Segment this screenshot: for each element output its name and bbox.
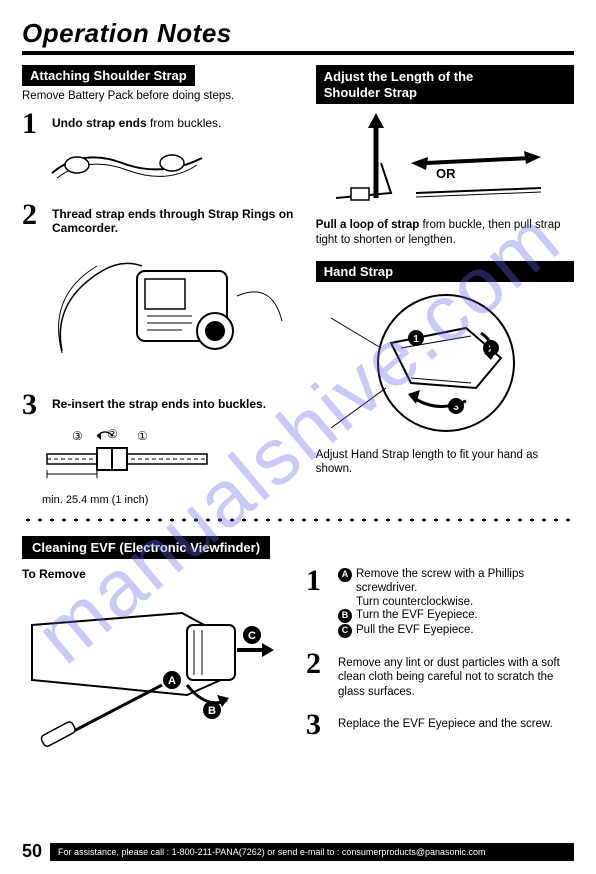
or-label: OR xyxy=(436,166,456,181)
evf-1a: Remove the screw with a Phillips screwdr… xyxy=(356,567,574,596)
buckle-illustration: ③ ② ① xyxy=(42,424,302,484)
svg-text:②: ② xyxy=(107,427,118,441)
adjust-text: Pull a loop of strap from buckle, then p… xyxy=(316,218,574,247)
page-content: Operation Notes Attaching Shoulder Strap… xyxy=(0,0,596,760)
adjust-heading: Adjust the Length of theShoulder Strap xyxy=(316,65,574,104)
step-number: 2 xyxy=(306,650,330,699)
attach-step-3: 3 Re-insert the strap ends into buckles. xyxy=(22,391,302,418)
step-number: 2 xyxy=(22,201,46,228)
strap-undo-illustration xyxy=(42,143,302,191)
step-number: 3 xyxy=(306,711,330,738)
step-number: 3 xyxy=(22,391,46,418)
attach-step-1: 1 Undo strap ends from buckles. xyxy=(22,110,302,137)
step1-bold: Undo strap ends xyxy=(52,116,147,130)
page-number: 50 xyxy=(22,841,42,862)
assistance-bar: For assistance, please call : 1-800-211-… xyxy=(50,843,574,861)
step1-rest: from buckles. xyxy=(147,116,222,130)
step-number: 1 xyxy=(22,110,46,137)
step-number: 1 xyxy=(306,567,330,638)
page-title: Operation Notes xyxy=(22,18,574,49)
step2-bold: Thread strap ends through Strap Rings on… xyxy=(52,207,293,235)
evf-step-2: 2 Remove any lint or dust particles with… xyxy=(306,650,574,699)
evf-1a2: Turn counterclockwise. xyxy=(356,596,574,608)
step3-bold: Re-insert the strap ends into buckles. xyxy=(52,397,266,411)
page-footer: 50 For assistance, please call : 1-800-2… xyxy=(22,841,574,862)
evf-heading: Cleaning EVF (Electronic Viewfinder) xyxy=(22,536,270,559)
adjust-strap-illustration: OR xyxy=(316,108,574,208)
evf-step-3: 3 Replace the EVF Eyepiece and the screw… xyxy=(306,711,574,738)
svg-text:B: B xyxy=(208,705,216,717)
buckle-caption: min. 25.4 mm (1 inch) xyxy=(42,494,302,506)
hand-strap-heading: Hand Strap xyxy=(316,261,574,282)
svg-text:③: ③ xyxy=(72,429,83,443)
badge-b-icon: B xyxy=(338,609,352,623)
svg-text:①: ① xyxy=(137,429,148,443)
hand-strap-text: Adjust Hand Strap length to fit your han… xyxy=(316,448,574,477)
svg-text:A: A xyxy=(168,675,176,687)
attach-heading: Attaching Shoulder Strap xyxy=(22,65,195,86)
attach-intro: Remove Battery Pack before doing steps. xyxy=(22,90,302,102)
badge-c-icon: C xyxy=(338,624,352,638)
evf-1c: Pull the EVF Eyepiece. xyxy=(356,623,474,637)
camcorder-illustration xyxy=(42,241,302,381)
hand-strap-illustration: 1 2 3 xyxy=(316,288,574,438)
evf-illustration: A B C xyxy=(22,585,292,760)
svg-text:1: 1 xyxy=(413,334,419,345)
evf-step-1: 1 A Remove the screw with a Phillips scre… xyxy=(306,567,574,638)
badge-a-icon: A xyxy=(338,568,352,582)
section-separator xyxy=(22,516,574,524)
attach-step-2: 2 Thread strap ends through Strap Rings … xyxy=(22,201,302,235)
evf-step2-text: Remove any lint or dust particles with a… xyxy=(338,650,574,699)
to-remove-label: To Remove xyxy=(22,567,292,581)
evf-1b: Turn the EVF Eyepiece. xyxy=(356,608,478,622)
svg-text:C: C xyxy=(248,630,256,642)
title-rule xyxy=(22,51,574,55)
evf-step3-text: Replace the EVF Eyepiece and the screw. xyxy=(338,711,553,738)
